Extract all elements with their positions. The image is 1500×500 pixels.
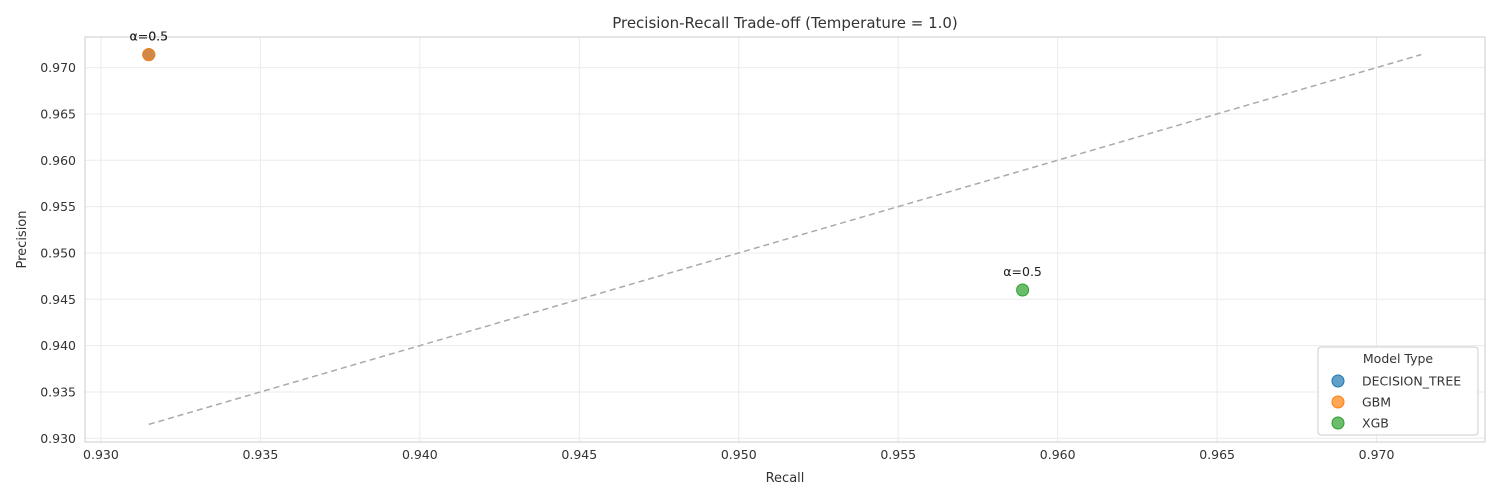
y-tick-label: 0.970: [40, 60, 76, 75]
y-tick-label: 0.935: [40, 384, 76, 399]
x-tick-label: 0.955: [880, 447, 916, 462]
x-tick-label: 0.930: [83, 447, 119, 462]
legend-marker: [1331, 395, 1345, 409]
legend-marker: [1331, 374, 1345, 388]
legend: Model Type DECISION_TREE GBM XGB: [1317, 346, 1479, 436]
y-tick-label: 0.940: [40, 338, 76, 353]
y-axis-ticks: 0.930 0.935 0.940 0.945 0.950 0.955 0.960 0.965…: [40, 60, 76, 446]
point-xgb: [1016, 283, 1030, 297]
point-annotation: α=0.5: [1003, 264, 1042, 279]
x-tick-label: 0.940: [402, 447, 438, 462]
legend-title: Model Type: [1363, 351, 1434, 366]
reference-diagonal-line: [148, 53, 1422, 426]
legend-marker: [1331, 416, 1345, 430]
point-annotation: α=0.5: [129, 29, 168, 44]
x-tick-label: 0.960: [1040, 447, 1076, 462]
grid-lines: [85, 37, 1485, 442]
chart-title: Precision-Recall Trade-off (Temperature …: [612, 14, 958, 32]
data-points: [142, 48, 1030, 297]
legend-item-label: XGB: [1362, 416, 1389, 431]
y-tick-label: 0.960: [40, 153, 76, 168]
legend-item-label: GBM: [1362, 395, 1391, 410]
x-axis-label: Recall: [766, 471, 805, 486]
y-tick-label: 0.950: [40, 245, 76, 260]
y-tick-label: 0.945: [40, 292, 76, 307]
x-tick-label: 0.945: [561, 447, 597, 462]
y-tick-label: 0.965: [40, 106, 76, 121]
y-tick-label: 0.930: [40, 431, 76, 446]
x-tick-label: 0.935: [243, 447, 279, 462]
x-tick-label: 0.965: [1199, 447, 1235, 462]
x-axis-ticks: 0.930 0.935 0.940 0.945 0.950 0.955 0.960 0.965…: [83, 447, 1394, 462]
legend-box: [1317, 346, 1479, 436]
y-axis-label: Precision: [15, 210, 30, 268]
x-tick-label: 0.950: [721, 447, 757, 462]
point-annotation: α=0.5: [129, 29, 168, 44]
x-tick-label: 0.970: [1359, 447, 1395, 462]
legend-item-label: DECISION_TREE: [1362, 374, 1461, 389]
point-gbm: [142, 48, 156, 62]
y-tick-label: 0.955: [40, 199, 76, 214]
plot-frame: [84, 36, 1486, 443]
point-annotations: α=0.5α=0.5α=0.5: [129, 29, 1041, 279]
